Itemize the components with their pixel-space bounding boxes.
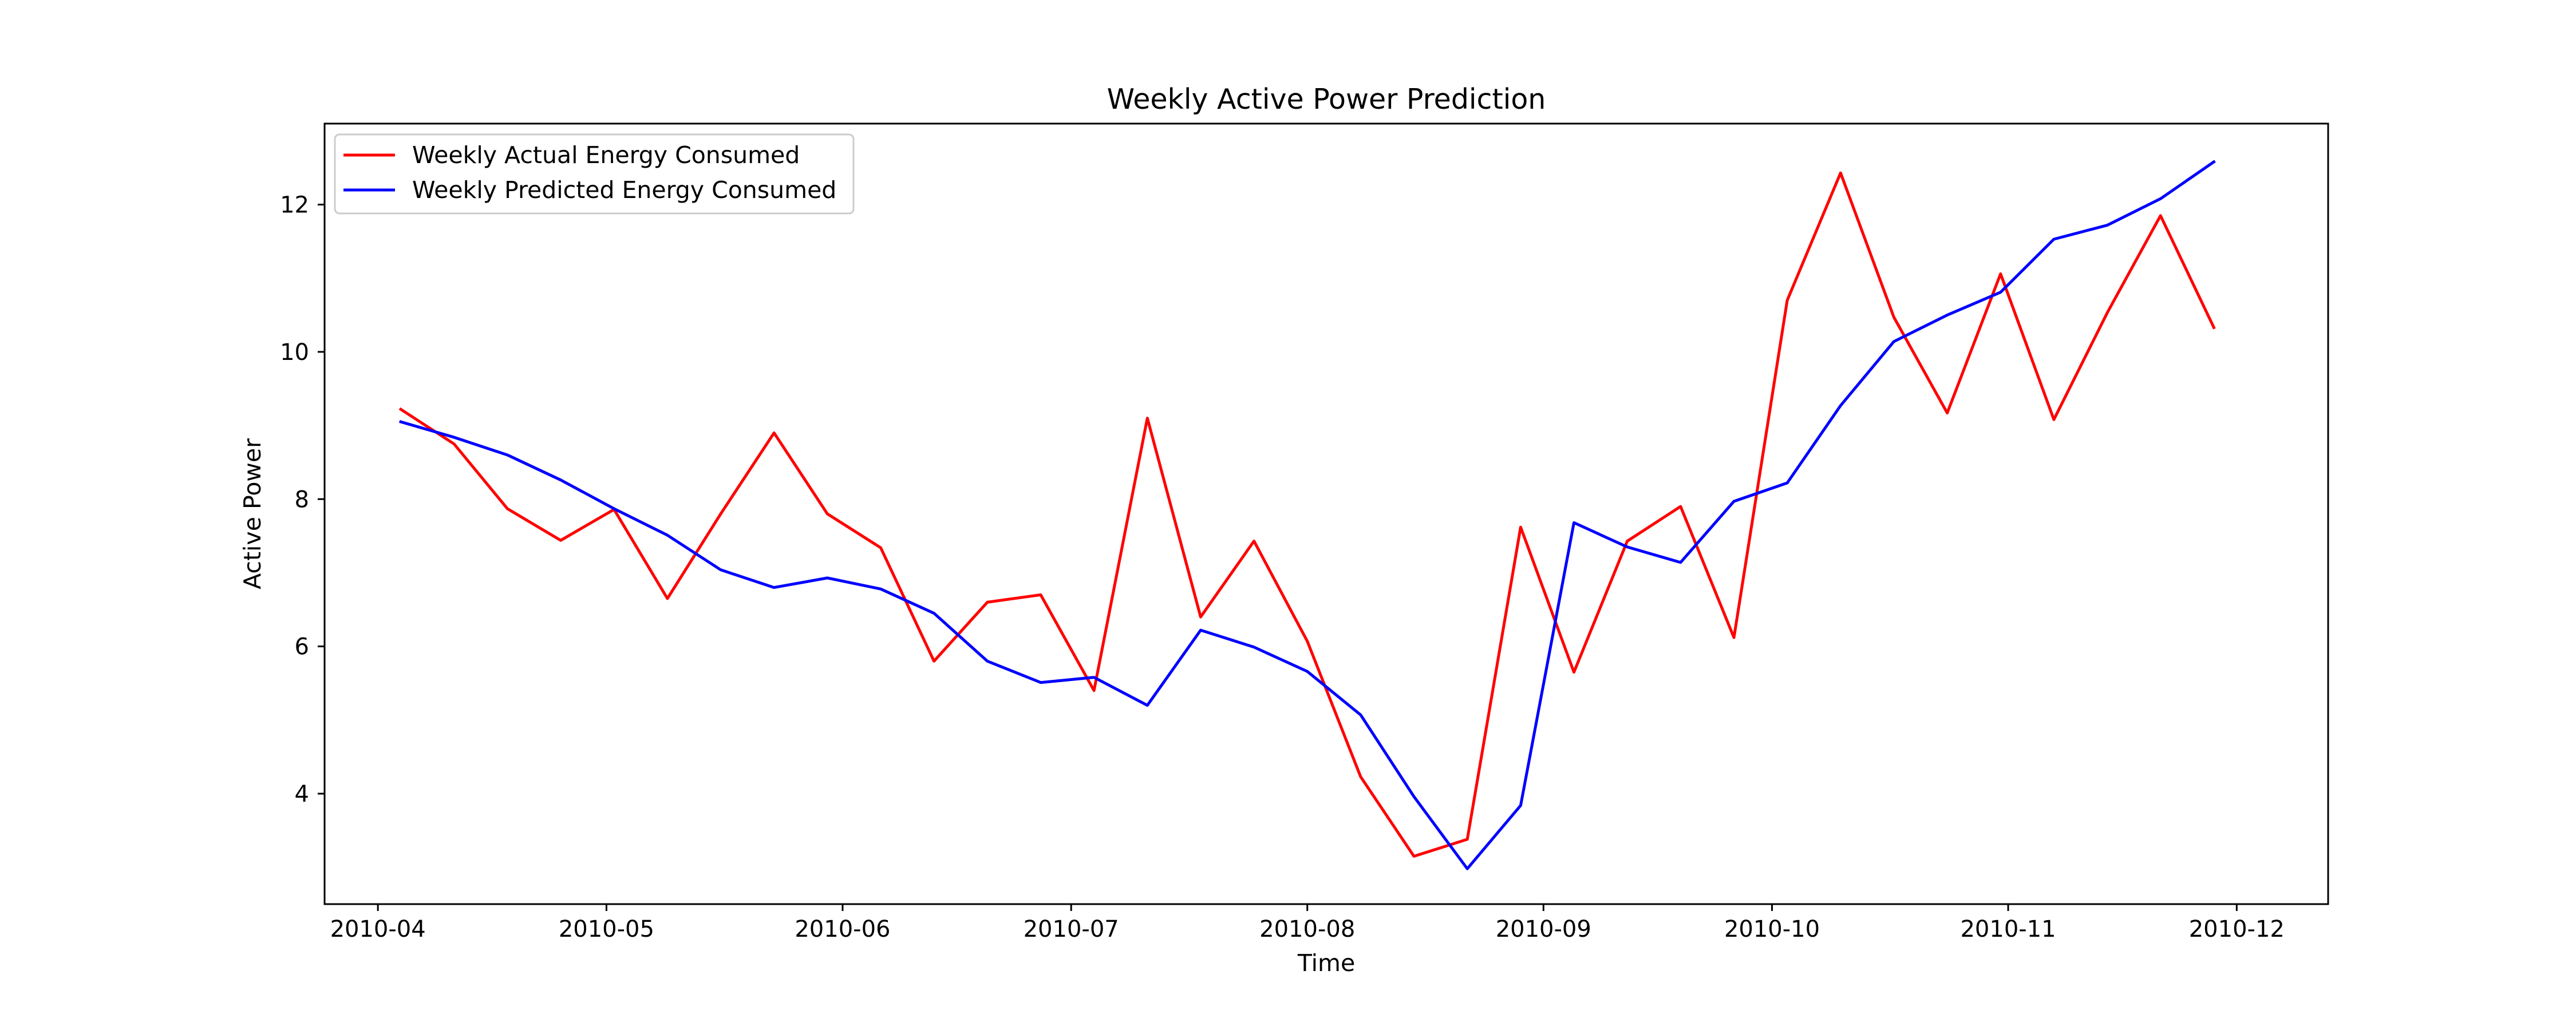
- series-line-predicted: [399, 160, 2216, 870]
- y-axis-label: Active Power: [239, 438, 266, 589]
- y-tick-label: 12: [280, 192, 309, 219]
- x-tick-label: 2010-08: [1259, 916, 1355, 942]
- legend: Weekly Actual Energy Consumed Weekly Pre…: [334, 133, 855, 215]
- x-tick-label: 2010-07: [1024, 916, 1119, 942]
- legend-label-actual: Weekly Actual Energy Consumed: [412, 141, 800, 169]
- y-tick-label: 6: [295, 634, 309, 660]
- x-axis-label: Time: [1297, 949, 1355, 977]
- chart-title: Weekly Active Power Prediction: [1107, 83, 1546, 116]
- y-tick-label: 8: [295, 486, 309, 513]
- axis-ticks: 2010-04 2010-05 2010-06 2010-07 2010-08 2010-…: [280, 192, 2285, 942]
- legend-label-predicted: Weekly Predicted Energy Consumed: [412, 176, 836, 204]
- x-tick-label: 2010-11: [1960, 916, 2056, 942]
- y-tick-label: 4: [295, 781, 309, 807]
- plot-frame: [323, 122, 2329, 905]
- x-tick-label: 2010-05: [559, 916, 654, 942]
- x-tick-label: 2010-10: [1724, 916, 1820, 942]
- y-tick-label: 10: [280, 339, 309, 366]
- legend-box: [334, 133, 855, 215]
- x-tick-label: 2010-04: [330, 916, 426, 942]
- series-line-actual: [398, 171, 2216, 858]
- chart-marks: [398, 160, 2216, 870]
- x-tick-label: 2010-06: [795, 916, 890, 942]
- x-tick-label: 2010-09: [1496, 916, 1591, 942]
- x-tick-label: 2010-12: [2189, 916, 2285, 942]
